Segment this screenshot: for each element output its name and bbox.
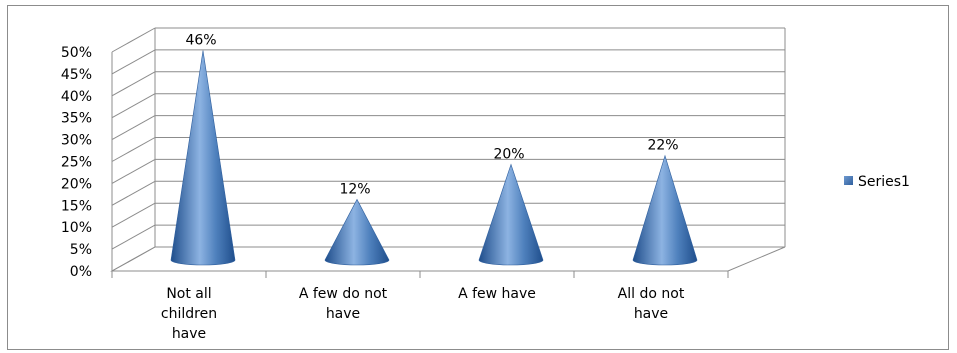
data-label: 46%	[185, 33, 216, 49]
gridline-side	[111, 158, 156, 184]
x-category-label: A few do not have	[299, 286, 388, 322]
cone-bar	[324, 198, 390, 266]
cone-bar	[170, 50, 236, 266]
data-label: 22%	[647, 138, 678, 154]
label-layer: 46% 12% 20% 22%	[185, 33, 678, 198]
gridline-side	[111, 202, 156, 228]
gridline-side	[111, 180, 156, 206]
chart-frame: 0% 5% 10% 15% 20% 25% 30% 35% 40% 45% 50% Not all ch…	[7, 5, 949, 350]
y-tick-label: 45%	[61, 67, 92, 83]
y-tick-label: 50%	[61, 45, 92, 61]
gridline-side	[111, 27, 156, 53]
gridline-side	[111, 71, 156, 97]
legend: Series1	[844, 174, 910, 190]
grid-layer	[110, 27, 786, 272]
y-tick-label: 20%	[61, 176, 92, 192]
y-tick-label: 35%	[61, 111, 92, 127]
legend-swatch-series1	[844, 176, 853, 185]
data-label: 12%	[339, 181, 370, 197]
y-tick-label: 0%	[70, 264, 92, 280]
cone-bar	[478, 163, 544, 266]
y-tick-label: 40%	[61, 89, 92, 105]
y-tick-label: 15%	[61, 198, 92, 214]
cone-bar	[632, 154, 698, 266]
gridline-side	[111, 49, 156, 75]
chart-floor	[110, 246, 786, 272]
y-tick-label: 5%	[70, 242, 92, 258]
x-category-label: Not all children have	[161, 286, 217, 342]
y-tick-label: 25%	[61, 155, 92, 171]
chart-svg: 0% 5% 10% 15% 20% 25% 30% 35% 40% 45% 50% Not all ch…	[61, 27, 910, 342]
y-tick-label: 30%	[61, 133, 92, 149]
cone-layer	[170, 50, 698, 266]
x-category-label: All do not have	[618, 286, 685, 322]
data-label: 20%	[493, 146, 524, 162]
gridline-side	[111, 224, 156, 250]
gridline-side	[111, 93, 156, 119]
y-tick-label: 10%	[61, 220, 92, 236]
gridline-side	[111, 137, 156, 162]
x-category-label: A few have	[458, 286, 536, 302]
axis-layer: 0% 5% 10% 15% 20% 25% 30% 35% 40% 45% 50% Not all ch…	[61, 45, 729, 342]
legend-label-series1: Series1	[858, 174, 910, 190]
gridline-side	[111, 115, 156, 141]
